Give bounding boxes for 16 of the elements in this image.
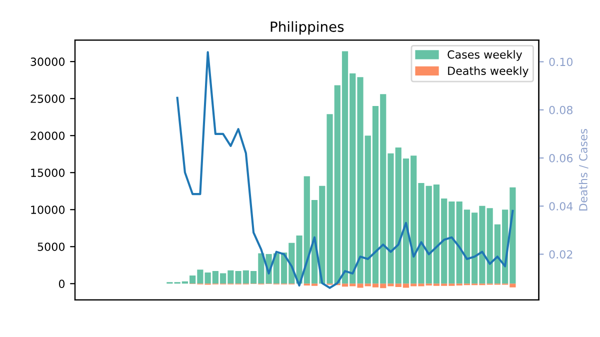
y2-axis-title: Deaths / Cases [578, 128, 588, 211]
y2-tick-label: 0.04 [549, 202, 573, 210]
legend-label: Deaths weekly [448, 66, 528, 78]
y2-tick-label: 0.02 [549, 250, 572, 259]
y-tick-label: 10000 [31, 206, 65, 214]
y-tick-label: 15000 [31, 168, 65, 177]
y-tick-label: 25000 [30, 94, 65, 103]
y-tick-label: 20000 [30, 132, 65, 140]
y2-tick-label: 0.10 [549, 58, 573, 66]
y-tick-label: 0 [58, 280, 65, 288]
chart-title: Philippines [270, 21, 344, 35]
legend-label: Cases weekly [448, 50, 522, 61]
y-tick-label: 5000 [38, 242, 65, 252]
y-tick-label: 30000 [30, 58, 65, 66]
y2-tick-label: 0.06 [549, 154, 573, 162]
y2-tick-label: 0.08 [549, 106, 572, 114]
